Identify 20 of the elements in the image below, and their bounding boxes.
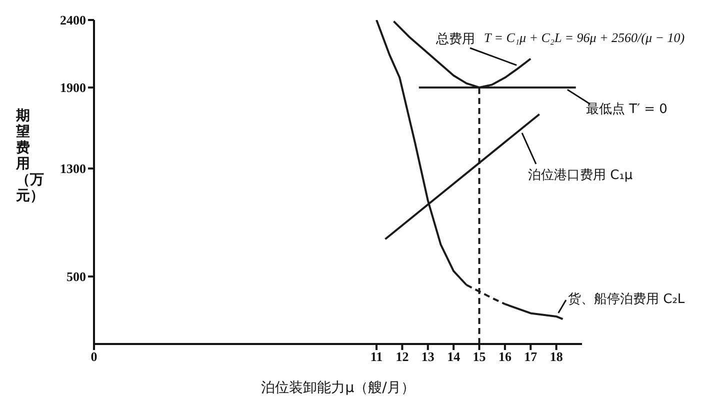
x-tick-label: 11 [370, 349, 383, 364]
annotation: 最低点 T′ = 0 [586, 101, 668, 118]
x-axis-title: 泊位装卸能力μ（艘/月） [261, 380, 415, 396]
annotation: 总费用 [436, 31, 475, 48]
y-tick-label: 1900 [60, 80, 86, 96]
y-tick-label: 1300 [60, 161, 86, 176]
x-tick-label: 13 [421, 349, 435, 364]
x-tick-label: 16 [498, 349, 512, 364]
x-tick-label: 12 [396, 349, 409, 364]
annotation: 泊位港口费用 C₁μ [528, 167, 633, 184]
annotation: T = C₁μ + C₂L = 96μ + 2560/(μ − 10) [484, 30, 685, 46]
x-tick-label: 18 [550, 349, 564, 364]
y-tick-label: 500 [66, 269, 86, 284]
x-tick-label: 15 [472, 349, 486, 364]
annotation: 货、船停泊费用 C₂L [568, 291, 685, 308]
y-axis-title: 期望费用（万元） [16, 108, 44, 205]
x-tick-label: 17 [524, 349, 538, 364]
y-tick-label: 2400 [60, 12, 86, 28]
x-tick-label: 0 [90, 349, 98, 364]
x-tick-label: 14 [447, 349, 461, 364]
